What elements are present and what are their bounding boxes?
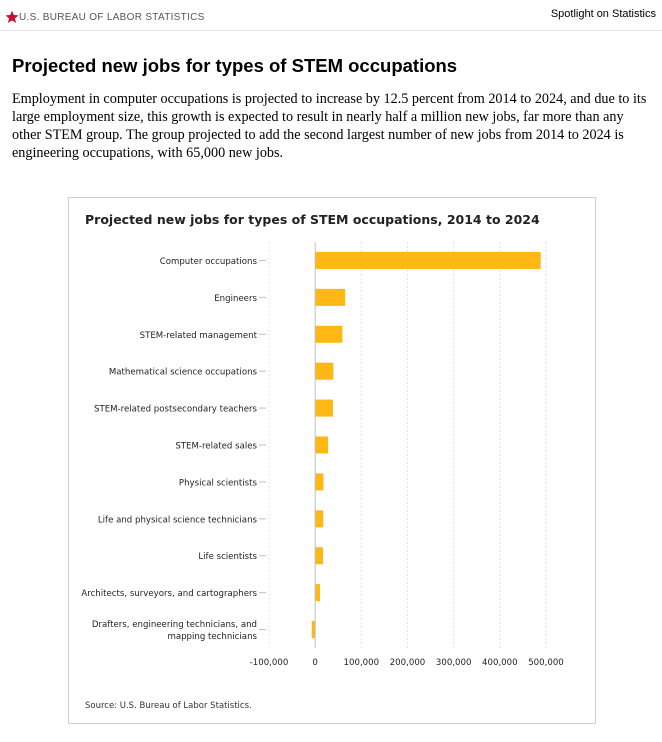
category-label: mapping technicians	[167, 632, 257, 642]
x-tick-label: 100,000	[344, 658, 380, 668]
category-label: Computer occupations	[160, 257, 258, 267]
category-label: Drafters, engineering technicians, and	[92, 620, 257, 630]
bar[interactable]	[315, 362, 334, 380]
bar[interactable]	[315, 251, 541, 269]
gridlines	[268, 242, 547, 648]
x-tick-label: 0	[312, 658, 317, 668]
category-labels: Computer occupations Engineers STEM-relate…	[81, 257, 266, 642]
category-label: STEM-related sales	[175, 442, 257, 452]
chart-source-note: Source: U.S. Bureau of Labor Statistics.	[85, 701, 252, 711]
page-title: Projected new jobs for types of STEM occ…	[12, 55, 458, 76]
spotlight-series-link[interactable]: Spotlight on Statistics	[550, 8, 656, 20]
bar[interactable]	[315, 399, 333, 417]
x-tick-label: 400,000	[482, 658, 518, 668]
chart-container: Projected new jobs for types of STEM occ…	[68, 197, 596, 724]
category-label: STEM-related management	[140, 331, 258, 341]
x-tick-label: -100,000	[250, 658, 289, 668]
bar[interactable]	[315, 584, 321, 602]
top-header-bar: U.S. BUREAU OF LABOR STATISTICS Spotligh…	[0, 0, 662, 31]
category-label: STEM-related postsecondary teachers	[94, 405, 258, 415]
intro-paragraph: Employment in computer occupations is pr…	[12, 91, 647, 161]
chart-title: Projected new jobs for types of STEM occ…	[85, 212, 540, 227]
bar[interactable]	[315, 510, 324, 528]
x-tick-labels: -100,000 0 100,000 200,000 300,000 400,000 500…	[250, 658, 564, 668]
category-label: Life scientists	[198, 552, 257, 562]
bars	[311, 251, 541, 639]
bar[interactable]	[315, 325, 343, 343]
star-icon	[5, 10, 19, 23]
logo-text: U.S. BUREAU OF LABOR STATISTICS	[19, 11, 205, 23]
bar[interactable]	[315, 436, 329, 454]
bar-chart: Projected new jobs for types of STEM occ…	[81, 212, 564, 711]
category-label: Mathematical science occupations	[109, 368, 258, 378]
bar[interactable]	[315, 288, 346, 306]
bar[interactable]	[315, 547, 324, 565]
category-label: Physical scientists	[179, 478, 258, 488]
category-label: Architects, surveyors, and cartographers	[81, 589, 257, 599]
bar[interactable]	[311, 621, 316, 639]
x-tick-label: 300,000	[436, 658, 472, 668]
bls-logo[interactable]: U.S. BUREAU OF LABOR STATISTICS	[5, 10, 205, 24]
x-tick-label: 200,000	[390, 658, 426, 668]
x-tick-label: 500,000	[528, 658, 564, 668]
category-label: Engineers	[214, 294, 257, 304]
category-label: Life and physical science technicians	[98, 515, 258, 525]
bar[interactable]	[315, 473, 324, 491]
